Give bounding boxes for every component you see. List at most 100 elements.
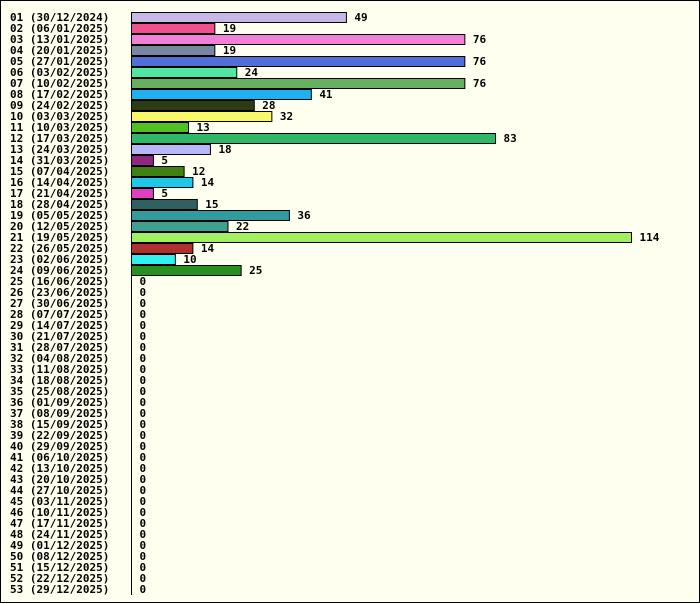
category-label: 31 (28/07/2025) bbox=[10, 341, 109, 354]
value-label: 49 bbox=[354, 11, 367, 24]
value-label: 24 bbox=[245, 66, 259, 79]
category-label: 52 (22/12/2025) bbox=[10, 572, 109, 585]
category-label: 06 (03/02/2025) bbox=[10, 66, 109, 79]
value-label: 0 bbox=[140, 473, 147, 486]
category-label: 48 (24/11/2025) bbox=[10, 528, 109, 541]
category-label: 21 (19/05/2025) bbox=[10, 231, 109, 244]
category-label: 26 (23/06/2025) bbox=[10, 286, 109, 299]
value-label: 15 bbox=[205, 198, 218, 211]
bar bbox=[131, 254, 176, 265]
bar bbox=[131, 221, 229, 232]
value-label: 0 bbox=[140, 517, 147, 530]
category-label: 32 (04/08/2025) bbox=[10, 352, 109, 365]
bar bbox=[131, 199, 198, 210]
category-label: 34 (18/08/2025) bbox=[10, 374, 109, 387]
value-labels: 4919761976247641283213831851214515362211… bbox=[140, 11, 660, 596]
value-label: 41 bbox=[319, 88, 333, 101]
value-label: 0 bbox=[140, 550, 147, 563]
category-label: 45 (03/11/2025) bbox=[10, 495, 109, 508]
category-label: 23 (02/06/2025) bbox=[10, 253, 109, 266]
bar bbox=[131, 188, 154, 199]
value-label: 83 bbox=[504, 132, 517, 145]
value-label: 114 bbox=[640, 231, 660, 244]
category-label: 40 (29/09/2025) bbox=[10, 440, 109, 453]
bar bbox=[131, 155, 154, 166]
value-label: 0 bbox=[140, 341, 147, 354]
category-label: 43 (20/10/2025) bbox=[10, 473, 109, 486]
value-label: 0 bbox=[140, 286, 147, 299]
value-label: 0 bbox=[140, 330, 147, 343]
category-label: 02 (06/01/2025) bbox=[10, 22, 109, 35]
category-label: 15 (07/04/2025) bbox=[10, 165, 109, 178]
category-label: 27 (30/06/2025) bbox=[10, 297, 109, 310]
bar bbox=[131, 177, 194, 188]
bar bbox=[131, 265, 242, 276]
category-label: 47 (17/11/2025) bbox=[10, 517, 109, 530]
value-label: 0 bbox=[140, 539, 147, 552]
category-label: 51 (15/12/2025) bbox=[10, 561, 109, 574]
value-label: 25 bbox=[249, 264, 262, 277]
value-label: 0 bbox=[140, 363, 147, 376]
value-label: 0 bbox=[140, 528, 147, 541]
value-label: 0 bbox=[140, 418, 147, 431]
bar bbox=[131, 12, 347, 23]
category-label: 13 (24/03/2025) bbox=[10, 143, 109, 156]
value-label: 0 bbox=[140, 407, 147, 420]
value-label: 18 bbox=[218, 143, 231, 156]
value-label: 0 bbox=[140, 352, 147, 365]
category-label: 33 (11/08/2025) bbox=[10, 363, 109, 376]
bar bbox=[131, 166, 185, 177]
bar bbox=[131, 232, 632, 243]
category-label: 36 (01/09/2025) bbox=[10, 396, 109, 409]
category-label: 41 (06/10/2025) bbox=[10, 451, 109, 464]
value-label: 13 bbox=[197, 121, 210, 134]
category-label: 49 (01/12/2025) bbox=[10, 539, 109, 552]
category-label: 50 (08/12/2025) bbox=[10, 550, 109, 563]
category-label: 11 (10/03/2025) bbox=[10, 121, 109, 134]
category-label: 16 (14/04/2025) bbox=[10, 176, 109, 189]
bar bbox=[131, 243, 194, 254]
value-label: 76 bbox=[473, 55, 487, 68]
bar bbox=[131, 100, 255, 111]
bars bbox=[131, 12, 632, 276]
value-label: 5 bbox=[161, 154, 168, 167]
value-label: 0 bbox=[140, 396, 147, 409]
value-label: 0 bbox=[140, 583, 147, 596]
category-label: 05 (27/01/2025) bbox=[10, 55, 109, 68]
bar bbox=[131, 111, 273, 122]
bar bbox=[131, 67, 238, 78]
category-labels: 01 (30/12/2024)02 (06/01/2025)03 (13/01/… bbox=[10, 11, 109, 596]
value-label: 28 bbox=[262, 99, 275, 112]
value-label: 0 bbox=[140, 462, 147, 475]
bar bbox=[131, 45, 216, 56]
value-label: 0 bbox=[140, 572, 147, 585]
category-label: 19 (05/05/2025) bbox=[10, 209, 109, 222]
value-label: 14 bbox=[201, 242, 215, 255]
category-label: 24 (09/06/2025) bbox=[10, 264, 109, 277]
category-label: 01 (30/12/2024) bbox=[10, 11, 109, 24]
category-label: 22 (26/05/2025) bbox=[10, 242, 109, 255]
bar bbox=[131, 89, 312, 100]
value-label: 19 bbox=[223, 22, 236, 35]
value-label: 0 bbox=[140, 561, 147, 574]
bar bbox=[131, 78, 466, 89]
category-label: 03 (13/01/2025) bbox=[10, 33, 109, 46]
bar bbox=[131, 122, 190, 133]
value-label: 5 bbox=[161, 187, 168, 200]
value-label: 0 bbox=[140, 451, 147, 464]
category-label: 14 (31/03/2025) bbox=[10, 154, 109, 167]
value-label: 12 bbox=[192, 165, 205, 178]
category-label: 08 (17/02/2025) bbox=[10, 88, 109, 101]
bar bbox=[131, 133, 497, 144]
value-label: 0 bbox=[140, 275, 147, 288]
category-label: 29 (14/07/2025) bbox=[10, 319, 109, 332]
category-label: 20 (12/05/2025) bbox=[10, 220, 109, 233]
category-label: 18 (28/04/2025) bbox=[10, 198, 109, 211]
value-label: 0 bbox=[140, 297, 147, 310]
value-label: 0 bbox=[140, 440, 147, 453]
value-label: 0 bbox=[140, 385, 147, 398]
value-label: 36 bbox=[297, 209, 311, 222]
value-label: 14 bbox=[201, 176, 215, 189]
